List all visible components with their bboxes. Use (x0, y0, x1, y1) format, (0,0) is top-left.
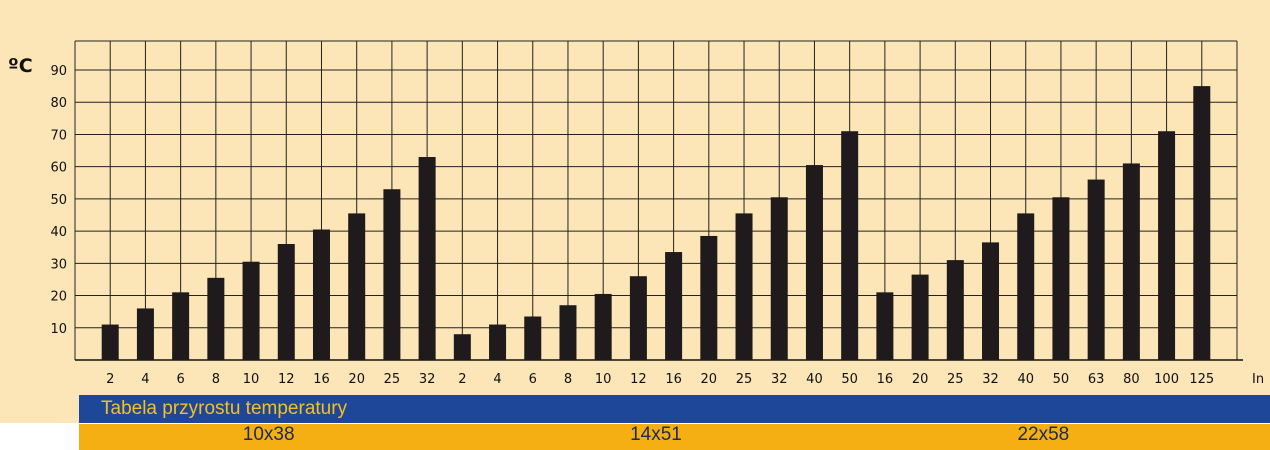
x-tick-label: 100 (1154, 372, 1179, 387)
y-tick-label: 40 (50, 225, 67, 240)
bar-14x51-25 (735, 213, 753, 360)
bar-22x58-20 (911, 274, 929, 360)
bar-10x38-32 (418, 157, 436, 360)
x-tick-label: 10 (595, 372, 612, 387)
bar-10x38-12 (277, 244, 295, 360)
bar-10x38-8 (207, 277, 225, 360)
chart-title: Tabela przyrostu temperatury (101, 398, 348, 419)
bar-22x58-32 (982, 242, 1000, 360)
x-tick-label: 125 (1189, 372, 1214, 387)
bar-14x51-2 (453, 334, 471, 360)
x-tick-label: 25 (947, 372, 964, 387)
x-tick-label: 32 (771, 372, 788, 387)
x-tick-label: 2 (106, 372, 114, 387)
x-tick-label: 12 (278, 372, 295, 387)
bar-14x51-20 (700, 235, 718, 360)
bar-22x58-25 (946, 260, 964, 360)
bar-14x51-16 (665, 252, 683, 360)
x-tick-label: 63 (1088, 372, 1105, 387)
y-tick-label: 60 (50, 161, 67, 176)
temperature-bar-chart: 10 20 30 40 50 60 70 80 90 2 4 6 8 10 12 16 20 25 32 2 4 6 8 10… (50, 40, 1264, 387)
x-tick-label: 20 (348, 372, 365, 387)
bar-10x38-16 (312, 229, 330, 360)
bar-14x51-32 (770, 197, 788, 360)
bar-22x58-80 (1122, 163, 1140, 360)
bar-22x58-100 (1158, 131, 1176, 360)
x-tick-label: 2 (458, 372, 466, 387)
x-axis-unit-label: In (1252, 372, 1264, 387)
x-tick-label: 8 (212, 372, 220, 387)
group-label-14x51: 14x51 (630, 424, 682, 445)
bar-14x51-10 (594, 293, 612, 360)
x-tick-label: 20 (912, 372, 929, 387)
x-tick-label: 32 (419, 372, 436, 387)
x-tick-label: 16 (313, 372, 330, 387)
x-tick-label: 25 (736, 372, 753, 387)
bar-22x58-63 (1087, 179, 1105, 360)
x-tick-label: 8 (564, 372, 572, 387)
bar-10x38-6 (172, 292, 190, 360)
y-axis-unit-label: ºC (8, 55, 33, 77)
y-tick-label: 20 (50, 290, 67, 305)
x-tick-label: 4 (141, 372, 149, 387)
y-tick-label: 10 (50, 322, 67, 337)
bar-10x38-4 (136, 308, 154, 360)
x-tick-label: 12 (630, 372, 647, 387)
y-tick-label: 80 (50, 96, 67, 111)
group-label-22x58: 22x58 (1017, 424, 1070, 445)
bar-14x51-6 (524, 316, 542, 360)
bar-10x38-10 (242, 261, 260, 360)
bar-10x38-25 (383, 189, 401, 360)
group-label-10x38: 10x38 (242, 424, 295, 445)
y-tick-label: 90 (50, 64, 67, 79)
x-tick-label: 6 (176, 372, 184, 387)
chart-panel: 10 20 30 40 50 60 70 80 90 2 4 6 8 10 12 16 20 25 32 2 4 6 8 10… (0, 0, 1270, 423)
x-tick-label: 32 (982, 372, 999, 387)
y-tick-label: 30 (50, 257, 67, 272)
x-tick-label: 25 (384, 372, 401, 387)
x-tick-label: 40 (806, 372, 823, 387)
group-label-bar: 10x38 14x51 22x58 (79, 424, 1270, 450)
bar-14x51-8 (559, 305, 577, 360)
x-tick-label: 10 (243, 372, 260, 387)
bar-14x51-50 (841, 131, 859, 360)
x-tick-label: 40 (1017, 372, 1034, 387)
bar-10x38-2 (101, 324, 119, 360)
chart-title-bar: Tabela przyrostu temperatury (79, 395, 1270, 423)
x-tick-label: 50 (1053, 372, 1070, 387)
x-tick-label: 16 (877, 372, 894, 387)
x-tick-label: 4 (493, 372, 501, 387)
bar-14x51-12 (629, 276, 647, 360)
x-tick-label: 50 (841, 372, 858, 387)
bar-14x51-40 (805, 165, 823, 360)
x-tick-label: 80 (1123, 372, 1140, 387)
x-tick-label: 16 (665, 372, 682, 387)
x-tick-label: 6 (529, 372, 537, 387)
bar-22x58-16 (876, 292, 894, 360)
x-tick-label: 20 (701, 372, 718, 387)
bar-10x38-20 (348, 213, 366, 360)
y-tick-label: 50 (50, 193, 67, 208)
bar-22x58-125 (1193, 86, 1211, 360)
y-tick-label: 70 (50, 128, 67, 143)
bar-22x58-50 (1052, 197, 1070, 360)
bar-22x58-40 (1017, 213, 1035, 360)
bar-14x51-4 (489, 324, 507, 360)
